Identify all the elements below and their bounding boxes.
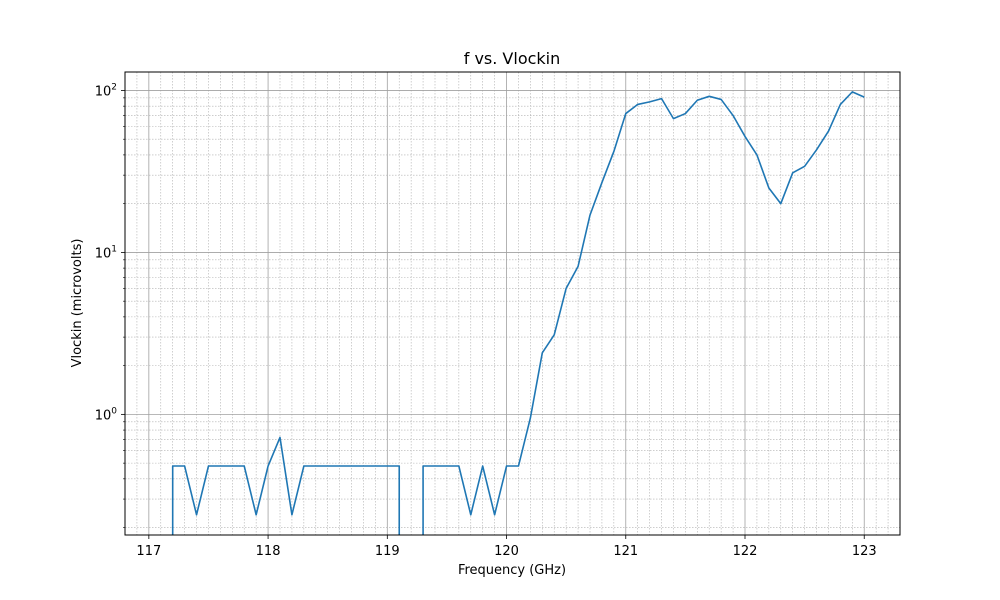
y-tick-label: 102 xyxy=(95,82,117,99)
y-axis-ticks: 100 101 102 xyxy=(95,82,125,528)
plot-area xyxy=(171,91,865,535)
series-line xyxy=(171,436,401,535)
x-tick-label: 122 xyxy=(733,544,758,559)
x-tick-label: 123 xyxy=(852,544,877,559)
x-tick-label: 118 xyxy=(256,544,281,559)
x-axis-ticks: 117 118 119 120 121 122 123 xyxy=(136,535,877,559)
x-tick-label: 120 xyxy=(494,544,519,559)
chart-title: f vs. Vlockin xyxy=(464,49,561,68)
y-tick-label: 101 xyxy=(95,244,117,261)
x-tick-label: 121 xyxy=(613,544,638,559)
major-gridlines xyxy=(125,72,900,535)
axes-frame xyxy=(124,71,901,536)
x-tick-label: 117 xyxy=(136,544,161,559)
y-axis-label: Vlockin (microvolts) xyxy=(70,239,85,368)
minor-gridlines xyxy=(124,72,901,535)
y-tick-label: 100 xyxy=(95,406,118,423)
x-axis-label: Frequency (GHz) xyxy=(458,563,566,578)
x-tick-label: 119 xyxy=(375,544,400,559)
